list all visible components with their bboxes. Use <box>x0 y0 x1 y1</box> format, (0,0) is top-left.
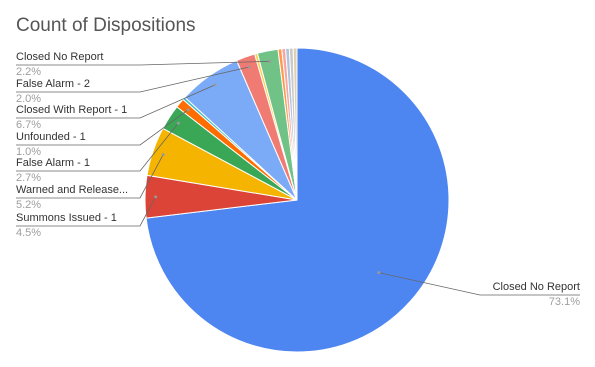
leader-line <box>16 109 189 146</box>
slice-value-label: 2.7% <box>16 172 41 184</box>
slice-label: Warned and Release... <box>16 184 128 196</box>
slice-label: False Alarm - 1 <box>16 157 90 169</box>
leader-line <box>378 272 580 296</box>
slice-value-label: 1.0% <box>16 146 41 158</box>
slice-label: Unfounded - 1 <box>16 131 86 143</box>
slice-value-label: 5.2% <box>16 199 41 211</box>
slice-value-label: 4.5% <box>16 227 41 239</box>
slice-value-label: 2.2% <box>16 66 41 78</box>
leader-line <box>16 196 157 227</box>
pie-slice <box>145 47 450 353</box>
leader-dot <box>161 153 165 157</box>
chart-title: Count of Dispositions <box>16 15 196 36</box>
slice-label: Closed No Report <box>493 281 580 293</box>
leader-line <box>16 60 270 66</box>
leader-dot <box>377 271 381 275</box>
slice-label: Summons Issued - 1 <box>16 212 117 224</box>
leader-line <box>16 122 179 172</box>
pie-slice <box>292 47 298 201</box>
leader-line <box>16 66 250 93</box>
leader-dot <box>176 121 180 125</box>
leader-dot <box>268 59 272 63</box>
leader-dot <box>154 195 158 199</box>
leader-dot <box>247 65 251 69</box>
slice-label: Closed With Report - 1 <box>16 104 127 116</box>
slice-label: Closed No Report <box>16 51 103 63</box>
slice-value-label: 6.7% <box>16 119 41 131</box>
slice-label: False Alarm - 2 <box>16 78 90 90</box>
slice-value-label: 73.1% <box>549 296 580 308</box>
leader-dot <box>213 83 217 87</box>
slice-value-label: 2.0% <box>16 93 41 105</box>
leader-line <box>16 84 216 119</box>
leader-line <box>16 154 164 199</box>
leader-dot <box>186 108 190 112</box>
